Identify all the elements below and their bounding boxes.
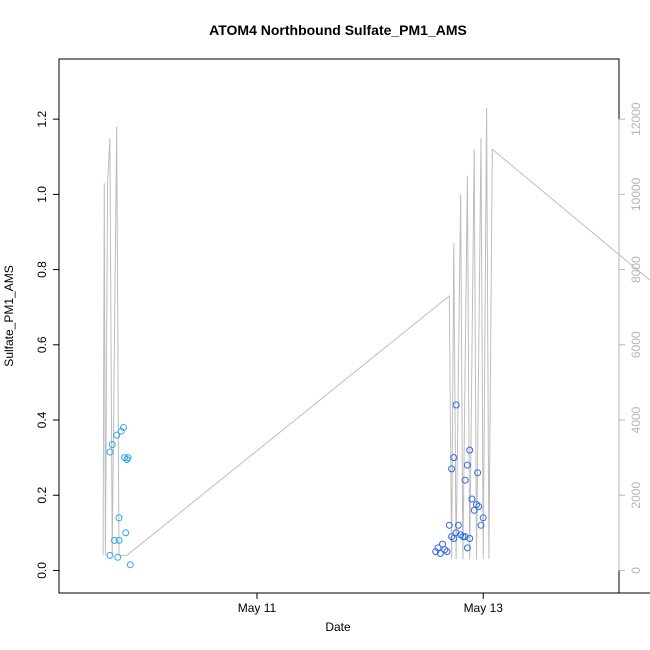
series-2 [432,401,487,557]
data-point [459,533,467,541]
y-tick-label: 0.8 [35,261,49,278]
data-point [114,553,122,561]
data-point [126,561,134,569]
data-point [479,514,487,522]
data-point [450,454,458,462]
data-point [448,533,456,541]
data-point [117,427,125,435]
data-point [108,441,116,448]
data-point [124,454,132,462]
data-point [477,521,485,529]
altitude-line [102,107,650,560]
y2-tick-label: 6000 [629,331,643,358]
data-point [475,503,483,510]
data-point [443,548,451,556]
data-point [122,529,130,537]
data-point [106,448,114,456]
y2-tick-label: 10000 [629,177,643,211]
y2-tick-label: 8000 [629,256,643,283]
y-tick-label: 0.0 [35,562,49,579]
data-point [461,533,469,541]
data-point [106,551,114,559]
x-tick-label: May 13 [464,601,504,615]
altitude-layer [102,107,650,560]
data-point [457,531,465,539]
x-tick-label: May 11 [238,601,277,615]
data-point [452,401,460,409]
data-point [468,495,476,503]
data-point [113,431,121,439]
data-point [448,465,456,473]
data-point [463,544,471,552]
chart-title: ATOM4 Northbound Sulfate_PM1_AMS [209,22,467,38]
series-1 [106,424,134,569]
y2-axis: 0 2000 4000 6000 8000 10000 12000 [618,102,643,574]
data-point [450,535,458,542]
data-point [445,521,453,529]
y-tick-label: 0.6 [35,336,49,353]
data-point [466,535,474,542]
data-point [463,461,471,469]
y-tick-label: 0.2 [35,487,49,504]
data-point [115,514,123,522]
points-layer [106,401,487,569]
data-point [452,529,460,537]
data-point [454,521,462,529]
y2-tick-label: 4000 [629,406,643,433]
y2-tick-label: 12000 [629,102,643,136]
y-tick-label: 0.4 [35,411,49,428]
data-point [474,469,482,477]
data-point [439,540,446,548]
data-point [115,536,123,544]
data-point [436,550,444,557]
data-point [473,501,480,509]
y-axis: 0.0 0.2 0.4 0.6 0.8 1.0 1.2 [35,111,60,579]
data-point [441,546,449,554]
data-point [121,454,129,462]
plot-frame [58,58,620,594]
data-point [470,506,478,514]
y-tick-label: 1.2 [35,111,49,128]
y-tick-label: 1.0 [35,186,49,203]
data-point [110,536,118,544]
data-point [432,548,440,556]
data-point [461,476,469,484]
y2-tick-label: 0 [629,567,643,574]
data-point [120,424,127,431]
data-point [466,446,474,454]
y2-tick-label: 2000 [629,482,643,509]
x-axis-label: Date [325,620,351,634]
y-axis-label: Sulfate_PM1_AMS [2,265,16,366]
